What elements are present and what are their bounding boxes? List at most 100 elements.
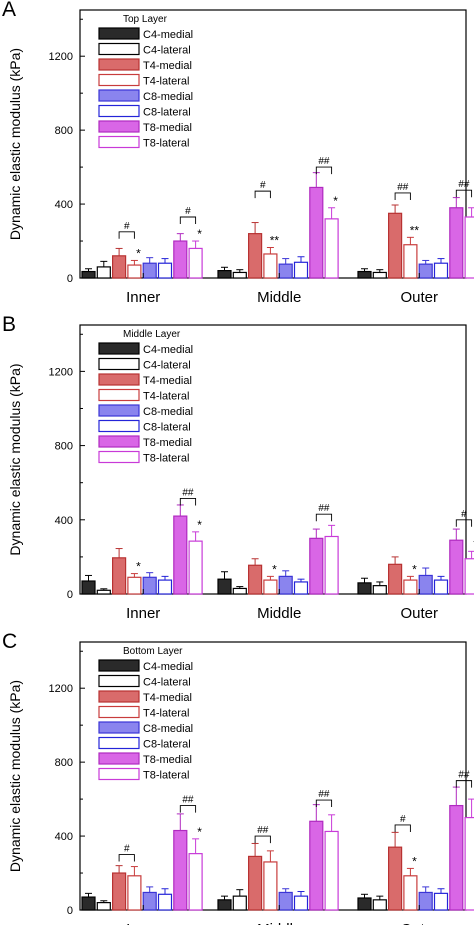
bar-c8-medial bbox=[418, 574, 433, 595]
legend-swatch-c8-medial bbox=[98, 404, 140, 417]
legend-swatch-c8-medial bbox=[98, 721, 140, 734]
bracket-label: ## bbox=[397, 182, 409, 193]
legend-label: C4-lateral bbox=[143, 45, 191, 57]
bar-t4-lateral bbox=[263, 861, 278, 911]
legend-swatch-t8-lateral bbox=[98, 450, 140, 464]
significance-bracket bbox=[315, 799, 333, 808]
bar-t8-lateral bbox=[464, 558, 474, 595]
bar-c4-medial bbox=[81, 270, 96, 279]
significance-bracket bbox=[455, 189, 473, 198]
bar-c8-lateral bbox=[157, 262, 173, 279]
legend-label: T4-medial bbox=[143, 692, 192, 704]
legend-swatch-c8-lateral bbox=[98, 736, 140, 750]
y-tick-label: 400 bbox=[55, 515, 73, 527]
bracket-label: # bbox=[124, 221, 130, 232]
bar-t4-lateral bbox=[127, 264, 142, 279]
bar-c4-medial bbox=[217, 578, 232, 595]
bar-t4-lateral bbox=[263, 579, 278, 595]
legend-title: Bottom Layer bbox=[123, 646, 183, 657]
legend-swatch-t8-medial bbox=[98, 120, 140, 133]
significance-bracket bbox=[394, 824, 411, 832]
bar-c8-medial bbox=[142, 891, 157, 911]
bar-c8-lateral bbox=[433, 892, 449, 911]
x-category-label: Inner bbox=[126, 289, 160, 306]
bar-c8-lateral bbox=[293, 261, 309, 279]
legend-swatch-t8-medial bbox=[98, 752, 140, 765]
legend-swatch-c8-medial bbox=[98, 89, 140, 102]
significance-star: * bbox=[197, 825, 202, 839]
significance-bracket bbox=[455, 519, 473, 527]
bar-t4-lateral bbox=[263, 253, 278, 279]
legend-label: T4-medial bbox=[143, 60, 192, 72]
legend-swatch-t8-lateral bbox=[98, 767, 140, 781]
bar-c8-lateral bbox=[293, 895, 309, 911]
bar-t8-lateral bbox=[188, 853, 203, 911]
bar-t8-lateral bbox=[464, 816, 474, 911]
significance-bracket bbox=[254, 190, 271, 199]
bar-c8-medial bbox=[142, 576, 157, 595]
y-tick-label: 1200 bbox=[49, 51, 73, 63]
legend-swatch-t8-lateral bbox=[98, 135, 140, 149]
legend-label: C4-lateral bbox=[143, 677, 191, 689]
bar-c4-medial bbox=[217, 899, 232, 911]
legend-swatch-c4-lateral bbox=[98, 674, 140, 688]
bar-c8-medial bbox=[278, 575, 293, 595]
legend-label: C8-medial bbox=[143, 406, 193, 418]
bracket-label: ## bbox=[318, 789, 330, 800]
bar-c4-lateral bbox=[372, 899, 387, 911]
bar-c8-medial bbox=[278, 891, 293, 911]
bracket-label: # bbox=[461, 509, 467, 520]
bar-c4-lateral bbox=[232, 587, 247, 595]
significance-bracket bbox=[179, 498, 197, 506]
bar-c4-lateral bbox=[232, 271, 247, 279]
bar-c4-lateral bbox=[372, 271, 387, 279]
significance-star: * bbox=[412, 562, 417, 576]
significance-bracket bbox=[179, 216, 197, 225]
bar-c8-medial bbox=[278, 263, 293, 279]
significance-bracket bbox=[179, 805, 197, 813]
significance-bracket bbox=[118, 231, 135, 239]
legend-swatch-c4-medial bbox=[98, 659, 140, 672]
legend-swatch-t4-medial bbox=[98, 690, 140, 703]
bar-t8-medial bbox=[449, 539, 464, 595]
bar-t8-medial bbox=[449, 207, 464, 279]
bar-t8-lateral bbox=[188, 247, 203, 279]
bar-c4-lateral bbox=[232, 895, 247, 911]
legend-swatch-t4-medial bbox=[98, 373, 140, 386]
significance-star: * bbox=[272, 562, 277, 576]
legend-label: C8-medial bbox=[143, 723, 193, 735]
bar-t4-medial bbox=[388, 212, 403, 279]
bar-t4-lateral bbox=[127, 875, 142, 911]
y-axis-label: Dynamic elastic modulus (kPa) bbox=[7, 680, 23, 872]
bar-c4-medial bbox=[357, 270, 372, 279]
y-tick-label: 1200 bbox=[49, 366, 73, 378]
bar-t8-medial bbox=[173, 515, 188, 595]
legend-label: T8-medial bbox=[143, 122, 192, 134]
bracket-label: ## bbox=[318, 503, 330, 514]
bar-c4-lateral bbox=[96, 589, 111, 595]
bar-t4-medial bbox=[111, 557, 127, 595]
bar-t8-lateral bbox=[188, 540, 203, 595]
legend-title: Middle Layer bbox=[123, 329, 181, 340]
bar-t4-lateral bbox=[403, 579, 418, 595]
legend-swatch-t4-lateral bbox=[98, 73, 140, 87]
significance-bracket bbox=[394, 192, 411, 200]
legend-title: Top Layer bbox=[123, 14, 168, 25]
legend-swatch-t4-lateral bbox=[98, 388, 140, 402]
legend-swatch-c4-medial bbox=[98, 342, 140, 355]
bar-t8-lateral bbox=[324, 830, 339, 911]
legend-label: C4-medial bbox=[143, 29, 193, 41]
bar-t4-lateral bbox=[403, 244, 418, 279]
legend-swatch-c4-medial bbox=[98, 27, 140, 40]
bar-c8-lateral bbox=[157, 579, 173, 595]
bar-c8-lateral bbox=[157, 893, 173, 911]
bar-t8-lateral bbox=[324, 535, 339, 595]
bar-t8-medial bbox=[449, 804, 464, 911]
bracket-label: # bbox=[260, 180, 266, 191]
legend-label: T8-lateral bbox=[143, 453, 189, 465]
y-tick-label: 0 bbox=[67, 905, 73, 917]
legend-label: T8-lateral bbox=[143, 138, 189, 150]
panel-letter: B bbox=[2, 313, 16, 336]
x-category-label: Middle bbox=[257, 605, 301, 622]
bar-c8-lateral bbox=[433, 262, 449, 279]
